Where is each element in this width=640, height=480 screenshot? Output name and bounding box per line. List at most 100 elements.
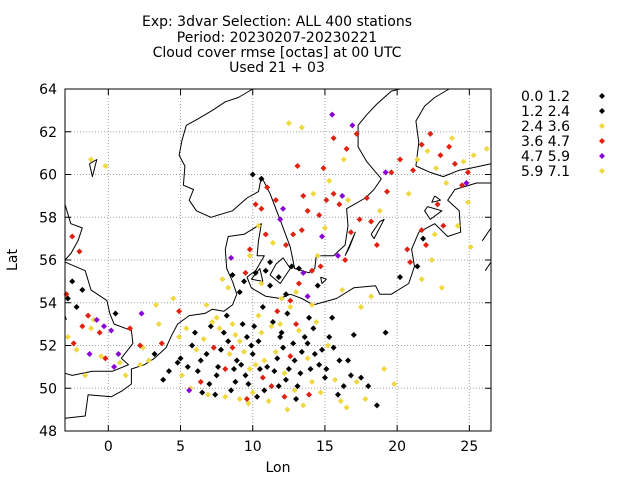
data-point xyxy=(451,160,458,167)
data-point xyxy=(350,331,357,338)
data-point xyxy=(329,111,336,118)
coastline xyxy=(370,218,385,240)
legend-label: 3.6 4.7 xyxy=(521,134,570,150)
data-point xyxy=(313,318,320,325)
data-point xyxy=(191,329,198,336)
y-tick-label: 48 xyxy=(39,424,57,440)
data-point xyxy=(285,120,292,127)
data-point xyxy=(229,344,236,351)
data-point xyxy=(438,284,445,291)
data-point xyxy=(358,374,365,381)
data-point xyxy=(404,246,411,253)
data-point xyxy=(347,229,354,236)
data-point xyxy=(381,366,388,373)
data-point xyxy=(391,380,398,387)
data-point xyxy=(152,301,159,308)
data-point xyxy=(217,346,224,353)
coastline xyxy=(64,204,83,261)
data-point xyxy=(316,361,323,368)
data-point xyxy=(160,376,167,383)
series-4 xyxy=(86,111,470,394)
chart-title: Exp: 3dvar Selection: ALL 400 stations P… xyxy=(142,14,412,76)
data-point xyxy=(291,387,298,394)
data-point xyxy=(112,310,119,317)
data-point xyxy=(373,242,380,249)
data-point xyxy=(116,359,123,366)
data-point xyxy=(232,331,239,338)
data-point xyxy=(79,286,86,293)
data-point xyxy=(275,383,282,390)
data-point xyxy=(256,366,263,373)
data-point xyxy=(251,323,258,330)
data-point xyxy=(275,274,282,281)
data-point xyxy=(268,323,275,330)
data-point xyxy=(258,280,265,287)
data-point xyxy=(306,391,313,398)
data-point xyxy=(437,152,444,159)
data-point xyxy=(243,395,250,402)
data-point xyxy=(225,284,232,291)
y-tick-label: 62 xyxy=(39,125,57,141)
data-point xyxy=(236,289,243,296)
data-point xyxy=(343,404,350,411)
legend-item: 4.7 5.9 xyxy=(521,149,605,165)
data-point xyxy=(382,329,389,336)
data-point xyxy=(203,301,210,308)
data-point xyxy=(269,239,276,246)
data-point xyxy=(446,143,453,150)
legend-item: 3.6 4.7 xyxy=(521,134,605,150)
data-point xyxy=(282,376,289,383)
y-tick-label: 60 xyxy=(39,168,57,184)
data-point xyxy=(339,286,346,293)
y-tick-label: 56 xyxy=(39,253,57,269)
data-point xyxy=(308,267,315,274)
data-point xyxy=(259,304,266,311)
data-point xyxy=(420,235,427,242)
data-point xyxy=(282,242,289,249)
data-point xyxy=(280,344,287,351)
data-point xyxy=(100,323,107,330)
data-point xyxy=(304,340,311,347)
series-3 xyxy=(63,130,471,402)
data-point xyxy=(236,338,243,345)
data-point xyxy=(267,259,274,266)
data-point xyxy=(282,291,289,298)
data-point xyxy=(229,321,236,328)
data-point xyxy=(222,366,229,373)
data-point xyxy=(345,357,352,364)
data-point xyxy=(246,366,253,373)
coastline xyxy=(250,268,264,282)
data-point xyxy=(252,201,259,208)
data-point xyxy=(242,269,249,276)
data-point xyxy=(358,304,365,311)
data-point xyxy=(363,195,370,202)
legend-marker xyxy=(599,123,605,129)
data-point xyxy=(145,357,152,364)
data-point xyxy=(339,192,346,199)
legend-marker xyxy=(599,168,605,174)
data-point xyxy=(288,263,295,270)
data-point xyxy=(96,329,103,336)
data-point xyxy=(418,227,425,234)
data-point xyxy=(238,361,245,368)
data-point xyxy=(277,216,284,223)
legend-label: 2.4 3.6 xyxy=(521,119,570,135)
data-point xyxy=(228,254,235,261)
data-point xyxy=(165,368,172,375)
data-point xyxy=(427,130,434,137)
data-point xyxy=(317,389,324,396)
data-point xyxy=(418,276,425,283)
coastline xyxy=(415,163,492,178)
legend-item: 5.9 7.1 xyxy=(521,164,605,180)
data-point xyxy=(319,346,326,353)
data-point xyxy=(418,141,425,148)
data-point xyxy=(69,278,76,285)
data-point xyxy=(174,359,181,366)
data-points xyxy=(63,111,490,413)
data-point xyxy=(397,274,404,281)
data-point xyxy=(158,340,165,347)
coastline xyxy=(260,88,401,274)
data-point xyxy=(463,180,470,187)
data-point xyxy=(268,383,275,390)
data-point xyxy=(311,351,318,358)
